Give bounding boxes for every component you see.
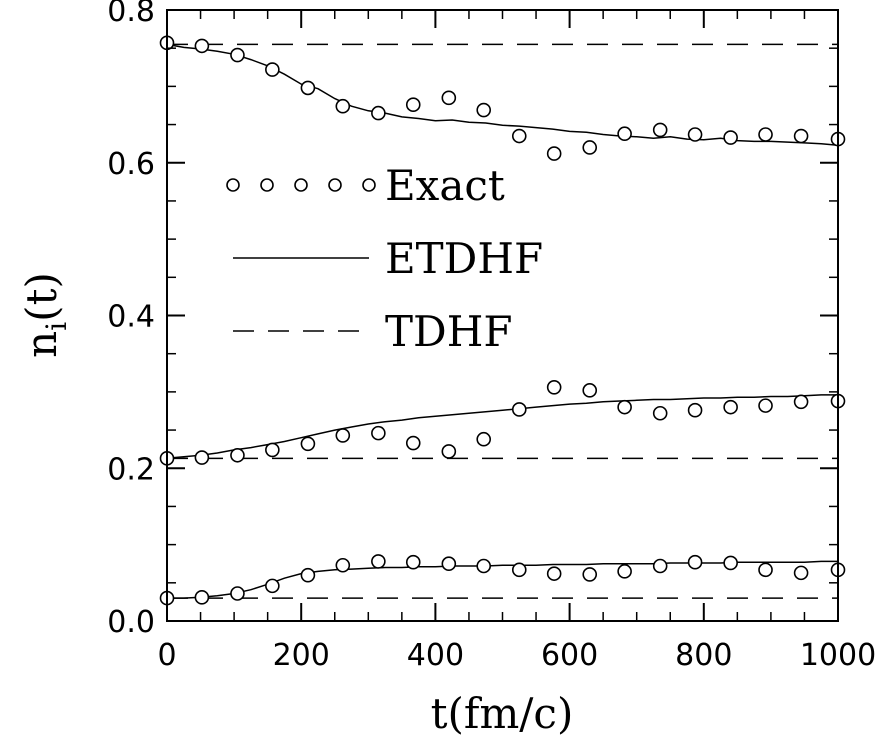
x-axis-title: t(fm/c) — [431, 689, 574, 738]
exact-point — [405, 435, 421, 451]
y-axis-title-base: n — [17, 331, 66, 358]
y-tick-label: 0.6 — [107, 147, 155, 182]
exact-point — [617, 126, 632, 142]
exact-point — [793, 394, 809, 410]
etdhf-line — [166, 394, 838, 460]
legend-exact-marker — [226, 178, 240, 192]
plot-frame — [166, 9, 839, 622]
y-tick-label: 0.2 — [107, 452, 155, 487]
y-tick-label: 0.0 — [107, 605, 155, 640]
exact-point — [582, 140, 598, 155]
x-tick-label: 600 — [541, 638, 598, 673]
x-tick-label: 0 — [157, 638, 176, 673]
legend-label: Exact — [385, 161, 505, 210]
exact-point — [758, 127, 773, 142]
exact-point — [652, 122, 668, 138]
exact-point — [194, 590, 210, 605]
exact-point — [265, 442, 280, 458]
exact-point — [230, 47, 245, 63]
exact-point — [617, 399, 632, 415]
x-tick-label: 800 — [675, 638, 732, 673]
axis-ticks: 0 200 400 600 800 1000 0.0 0.2 0.4 0.6 0.8 — [107, 0, 876, 673]
legend-exact-marker — [328, 178, 342, 192]
y-axis-title-tail: (t) — [17, 272, 66, 322]
legend-exact-marker — [362, 178, 376, 192]
exact-point — [371, 105, 386, 121]
exact-point — [582, 383, 598, 398]
exact-point — [265, 62, 280, 77]
legend: Exact ETDHF TDHF — [226, 161, 543, 356]
exact-point — [230, 447, 245, 463]
exact-point — [617, 564, 632, 579]
exact-point — [476, 431, 492, 447]
exact-point — [335, 557, 351, 573]
exact-point — [335, 428, 351, 443]
exact-point — [194, 450, 210, 465]
legend-exact-marker — [294, 178, 308, 192]
legend-label: TDHF — [385, 307, 512, 356]
exact-point — [723, 555, 738, 571]
x-tick-label: 400 — [407, 638, 464, 673]
exact-point — [476, 102, 492, 118]
exact-point — [652, 405, 668, 421]
exact-point — [300, 567, 316, 583]
y-axis-title: ni(t) — [17, 272, 73, 358]
exact-point — [371, 425, 386, 441]
exact-point — [405, 97, 421, 113]
exact-point — [405, 554, 421, 570]
exact-point — [335, 98, 351, 114]
exact-point — [511, 402, 527, 417]
exact-point — [511, 562, 527, 578]
exact-point — [723, 399, 738, 415]
legend-exact-marker — [260, 178, 274, 192]
exact-point — [793, 128, 809, 144]
exact-point — [758, 562, 773, 578]
exact-point — [652, 558, 668, 574]
exact-point — [723, 130, 738, 145]
x-tick-label: 200 — [273, 638, 330, 673]
exact-point — [511, 128, 527, 144]
exact-point — [441, 444, 457, 459]
y-tick-label: 0.8 — [107, 0, 155, 29]
legend-label: ETDHF — [385, 234, 543, 283]
exact-point — [476, 558, 492, 574]
exact-point — [687, 402, 703, 418]
exact-point — [441, 90, 457, 106]
exact-point — [582, 567, 598, 582]
exact-point — [687, 554, 703, 570]
x-tick-label: 1000 — [800, 638, 876, 673]
exact-point — [265, 578, 280, 594]
exact-point — [793, 565, 809, 581]
exact-point — [441, 556, 457, 572]
etdhf-line — [167, 560, 838, 599]
exact-point — [194, 38, 210, 54]
exact-point — [371, 554, 386, 569]
exact-point — [230, 586, 245, 601]
y-tick-label: 0.4 — [107, 300, 155, 335]
exact-point — [300, 436, 316, 452]
exact-point — [546, 566, 562, 581]
exact-point — [300, 80, 316, 96]
exact-point — [546, 379, 562, 395]
etdhf-line — [166, 43, 839, 146]
exact-point — [758, 398, 773, 413]
plot-marks — [159, 35, 846, 606]
y-axis-title-subscript: i — [40, 322, 73, 331]
exact-point — [687, 127, 703, 142]
exact-point — [546, 146, 562, 161]
